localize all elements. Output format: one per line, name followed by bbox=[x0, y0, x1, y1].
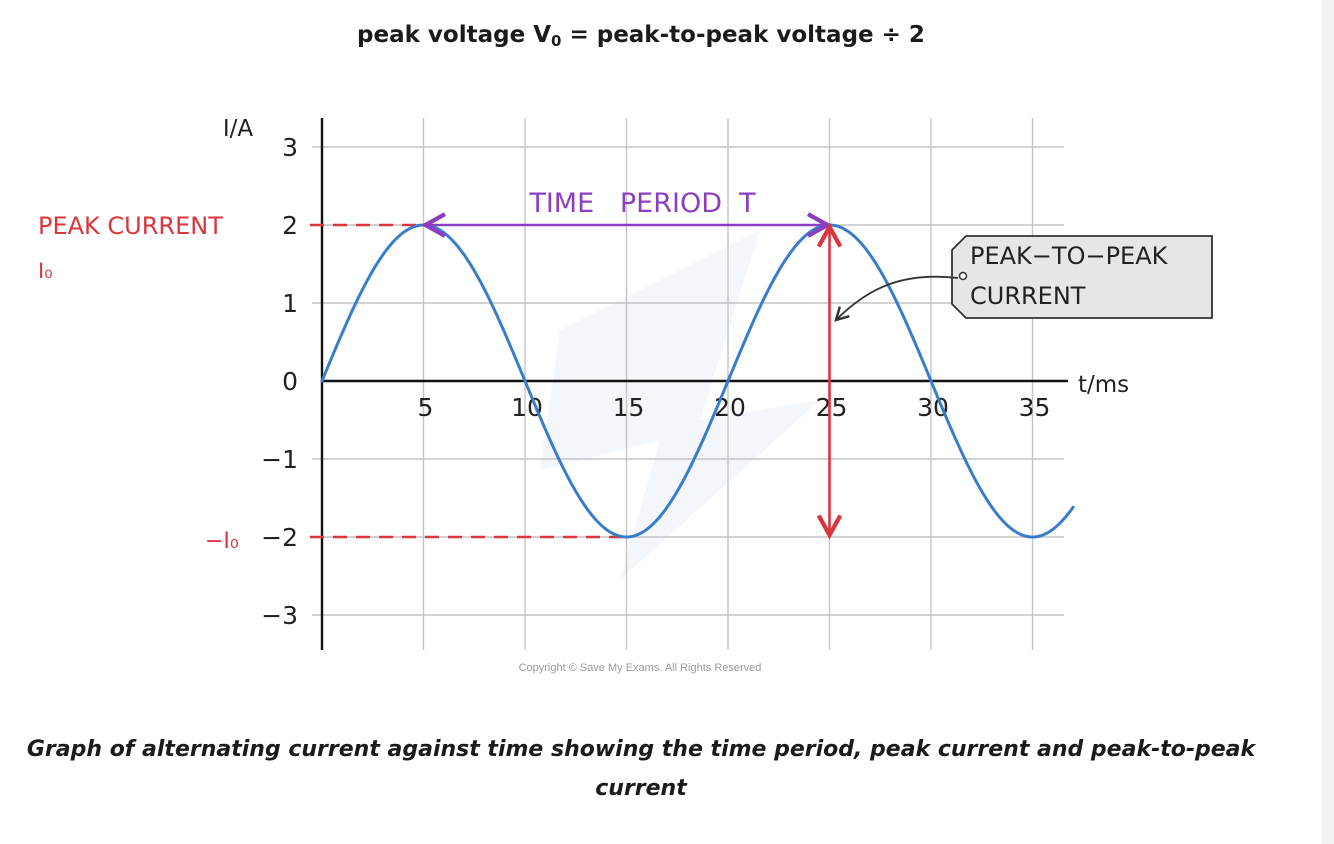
y-tick-label-6: −3 bbox=[261, 601, 298, 630]
equation-heading: peak voltage V0 = peak-to-peak voltage ÷… bbox=[0, 22, 1282, 50]
y-tick-label-3: 0 bbox=[282, 367, 298, 396]
x-axis-label: t/ms bbox=[1078, 372, 1129, 398]
callout-pointer-arrow bbox=[834, 275, 959, 322]
peak-to-peak-label-line-2: CURRENT bbox=[970, 282, 1086, 310]
x-tick-label-6: 35 bbox=[1019, 393, 1051, 422]
figure-caption: Graph of alternating current against tim… bbox=[0, 730, 1282, 808]
time-period-label: TIME PERIOD T bbox=[528, 188, 756, 219]
y-axis-label: I/A bbox=[223, 116, 254, 142]
negative-peak-label: −I₀ bbox=[205, 529, 239, 554]
x-tick-label-0: 5 bbox=[418, 393, 434, 422]
equation-suffix: = peak-to-peak voltage ÷ 2 bbox=[561, 22, 925, 48]
y-tick-label-2: 1 bbox=[282, 289, 298, 318]
x-tick-label-5: 30 bbox=[917, 393, 949, 422]
x-tick-label-2: 15 bbox=[613, 393, 645, 422]
y-tick-label-4: −1 bbox=[261, 445, 298, 474]
caption-line-1: Graph of alternating current against tim… bbox=[26, 737, 1256, 762]
x-tick-label-1: 10 bbox=[511, 393, 543, 422]
watermark-logo bbox=[540, 230, 820, 580]
y-tick-label-1: 2 bbox=[282, 211, 298, 240]
scrollbar-track[interactable] bbox=[1322, 0, 1334, 844]
x-tick-label-4: 25 bbox=[816, 393, 848, 422]
annotations: TIME PERIOD T PEAK CURRENT I₀ −I₀ PEAK−TO−PE… bbox=[38, 188, 1213, 554]
peak-to-peak-callout-box bbox=[951, 235, 1213, 319]
peak-guides bbox=[310, 223, 627, 539]
peak-to-peak-label-line-1: PEAK−TO−PEAK bbox=[970, 242, 1169, 270]
copyright-watermark: Copyright © Save My Exams. All Rights Re… bbox=[519, 662, 762, 674]
equation-prefix: peak voltage V bbox=[357, 22, 551, 48]
equation-subscript: 0 bbox=[551, 32, 562, 50]
peak-current-label: PEAK CURRENT bbox=[38, 212, 223, 240]
y-tick-label-0: 3 bbox=[282, 133, 298, 162]
x-tick-label-3: 20 bbox=[714, 393, 746, 422]
axes: I/A t/ms bbox=[223, 116, 1129, 650]
callout-tag-hole bbox=[958, 271, 968, 281]
peak-current-symbol: I₀ bbox=[38, 259, 53, 283]
caption-line-2: current bbox=[595, 776, 687, 801]
y-tick-label-5: −2 bbox=[261, 523, 298, 552]
